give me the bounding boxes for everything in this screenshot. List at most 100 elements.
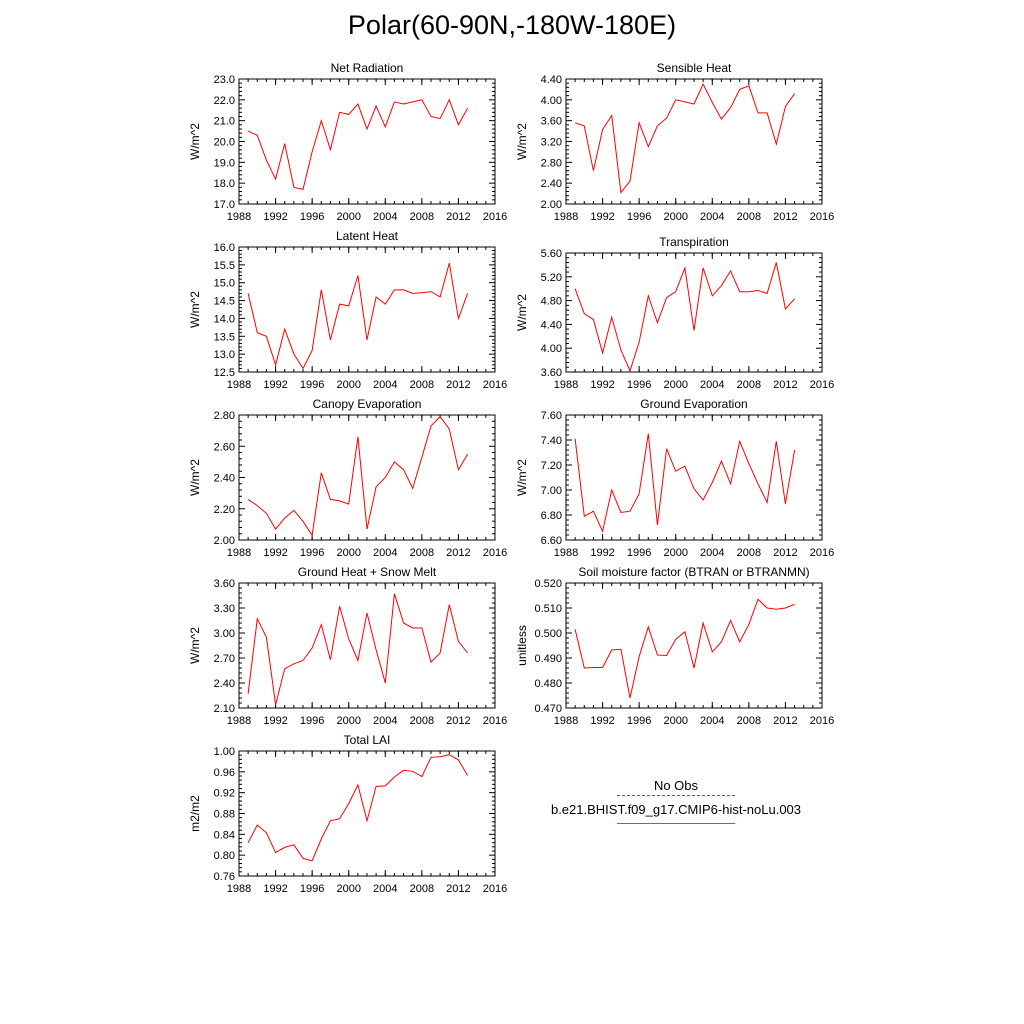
x-tick-label: 1992 <box>263 715 287 727</box>
x-tick-label: 1996 <box>300 547 324 559</box>
y-tick-label: 2.20 <box>214 504 235 516</box>
chart-panel: Soil moisture factor (BTRAN or BTRANMN) u… <box>515 565 834 727</box>
y-tick-label: 13.5 <box>214 331 235 343</box>
y-tick-label: 7.40 <box>541 435 562 447</box>
x-tick-label: 1996 <box>300 379 324 391</box>
y-tick-label: 6.80 <box>541 510 562 522</box>
x-tick-label: 2008 <box>410 883 434 895</box>
plot-frame <box>238 414 496 541</box>
panel-title: Soil moisture factor (BTRAN or BTRANMN) <box>578 565 809 579</box>
legend-model-swatch <box>617 823 735 824</box>
y-tick-label: 2.10 <box>214 703 235 715</box>
y-tick-label: 17.0 <box>214 199 235 211</box>
x-tick-label: 1996 <box>300 211 324 223</box>
y-tick-label: 3.60 <box>541 367 562 379</box>
x-tick-label: 2012 <box>773 547 797 559</box>
page-title: Polar(60-90N,-180W-180E) <box>347 10 677 40</box>
chart-panel: Sensible Heat W/m^2 1988 1992 1996 2000 2004 20… <box>515 61 834 223</box>
x-tick-label: 2012 <box>773 715 797 727</box>
x-tick-label: 2016 <box>810 715 834 727</box>
x-tick-label: 1988 <box>227 379 251 391</box>
x-tick-label: 2008 <box>737 715 761 727</box>
y-tick-label: 4.00 <box>541 343 562 355</box>
x-tick-label: 1992 <box>263 379 287 391</box>
plot-frame <box>238 78 496 205</box>
x-tick-label: 1992 <box>263 547 287 559</box>
y-tick-label: 3.30 <box>214 603 235 615</box>
y-tick-label: 15.5 <box>214 260 235 272</box>
x-tick-label: 2008 <box>737 547 761 559</box>
series-line <box>574 598 795 699</box>
y-tick-label: 7.00 <box>541 485 562 497</box>
x-tick-label: 2000 <box>336 379 360 391</box>
x-tick-label: 1992 <box>590 211 614 223</box>
plot-frame <box>565 78 823 205</box>
x-tick-label: 2012 <box>446 211 470 223</box>
x-tick-label: 2012 <box>446 379 470 391</box>
x-tick-label: 2004 <box>373 547 397 559</box>
y-tick-label: 0.84 <box>214 829 235 841</box>
y-axis-label: W/m^2 <box>515 123 529 160</box>
x-tick-label: 1988 <box>227 715 251 727</box>
x-tick-label: 2008 <box>737 379 761 391</box>
y-tick-label: 18.0 <box>214 178 235 190</box>
x-tick-label: 2000 <box>663 211 687 223</box>
x-tick-label: 2016 <box>810 211 834 223</box>
y-axis-label: unitless <box>515 625 529 666</box>
plot-frame <box>238 582 496 709</box>
chart-panel: Ground Heat + Snow Melt W/m^2 1988 1992 1996… <box>188 565 507 727</box>
x-tick-label: 1988 <box>554 547 578 559</box>
chart-panel: Ground Evaporation W/m^2 1988 1992 1996 2000 2… <box>515 397 834 559</box>
legend: No Obs b.e21.BHIST.f09_g17.CMIP6-hist-no… <box>520 778 832 824</box>
x-tick-label: 1996 <box>300 883 324 895</box>
y-tick-label: 16.0 <box>214 242 235 254</box>
y-tick-label: 3.60 <box>214 578 235 590</box>
y-tick-label: 2.00 <box>541 199 562 211</box>
x-tick-label: 2000 <box>663 715 687 727</box>
series-line <box>247 754 469 862</box>
x-tick-label: 2000 <box>336 715 360 727</box>
y-tick-label: 3.60 <box>541 116 562 128</box>
x-tick-label: 2008 <box>410 211 434 223</box>
x-tick-label: 1988 <box>554 379 578 391</box>
x-tick-label: 2004 <box>373 883 397 895</box>
y-tick-label: 0.96 <box>214 767 235 779</box>
panel-title: Sensible Heat <box>657 61 732 75</box>
series-line <box>574 83 796 194</box>
x-tick-label: 1988 <box>227 883 251 895</box>
y-tick-label: 23.0 <box>214 74 235 86</box>
x-tick-label: 1988 <box>554 715 578 727</box>
x-tick-label: 1988 <box>227 547 251 559</box>
x-tick-label: 1996 <box>627 211 651 223</box>
x-tick-label: 2004 <box>373 715 397 727</box>
series-line <box>574 262 795 373</box>
x-tick-label: 1996 <box>300 715 324 727</box>
x-tick-label: 1996 <box>627 547 651 559</box>
y-tick-label: 0.500 <box>534 628 562 640</box>
series-line <box>247 415 469 537</box>
panel-title: Ground Heat + Snow Melt <box>298 565 437 579</box>
y-tick-label: 4.40 <box>541 74 562 86</box>
legend-obs-swatch <box>617 795 735 796</box>
y-tick-label: 4.00 <box>541 95 562 107</box>
y-tick-label: 2.40 <box>214 473 235 485</box>
x-tick-label: 1996 <box>627 379 651 391</box>
plot-frame <box>238 750 496 877</box>
x-tick-label: 2016 <box>810 379 834 391</box>
y-tick-label: 0.80 <box>214 850 235 862</box>
x-tick-label: 2000 <box>663 547 687 559</box>
chart-panel: Transpiration W/m^2 1988 1992 1996 2000 2004 20… <box>515 235 834 391</box>
x-tick-label: 1992 <box>590 547 614 559</box>
chart-panel: Canopy Evaporation W/m^2 1988 1992 1996 2000 2… <box>188 397 507 559</box>
panel-title: Canopy Evaporation <box>313 397 422 411</box>
x-tick-label: 2004 <box>373 211 397 223</box>
x-tick-label: 2012 <box>773 211 797 223</box>
y-tick-label: 20.0 <box>214 137 235 149</box>
panel-title: Net Radiation <box>331 61 404 75</box>
x-tick-label: 2008 <box>410 547 434 559</box>
panel-title: Ground Evaporation <box>640 397 747 411</box>
x-tick-label: 2016 <box>483 379 507 391</box>
series-line <box>247 262 469 370</box>
x-tick-label: 2008 <box>737 211 761 223</box>
y-axis-label: W/m^2 <box>515 459 529 496</box>
